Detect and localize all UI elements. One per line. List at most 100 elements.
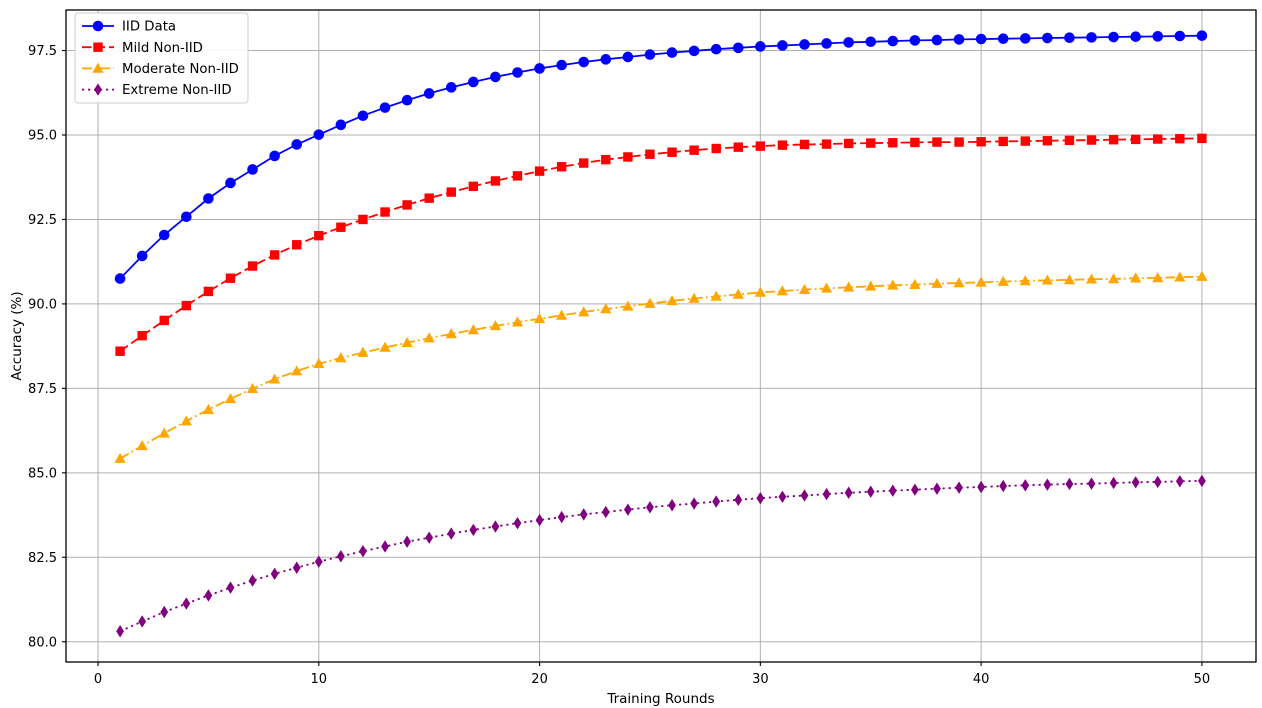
triangle-marker [666, 295, 678, 306]
square-marker [534, 166, 545, 176]
series-moderate-non-iid [114, 270, 1208, 463]
square-marker [446, 187, 456, 197]
diamond-marker [690, 497, 699, 510]
square-marker [269, 250, 280, 260]
y-tick-label: 87.5 [28, 382, 57, 397]
triangle-marker [202, 403, 215, 414]
circle-marker [887, 35, 899, 47]
x-tick-label: 20 [531, 672, 548, 687]
series-extreme-non-iid [116, 474, 1206, 638]
square-marker [1064, 135, 1075, 146]
diamond-marker [403, 535, 412, 548]
circle-marker [269, 150, 280, 162]
circle-marker [423, 88, 435, 99]
circle-marker [578, 56, 590, 68]
triangle-marker [754, 286, 766, 297]
square-marker [821, 139, 832, 149]
diamond-marker [336, 550, 345, 563]
square-marker [1042, 136, 1053, 146]
square-marker [954, 137, 964, 147]
square-marker [888, 138, 898, 148]
x-tick-label: 0 [94, 672, 102, 687]
diamond-marker [314, 555, 323, 568]
square-marker [755, 141, 766, 151]
circle-marker [1130, 31, 1141, 42]
diamond-marker [1198, 474, 1206, 488]
square-marker [247, 261, 258, 271]
triangle-marker [1130, 272, 1142, 283]
circle-marker [1086, 32, 1097, 43]
triangle-marker [379, 341, 391, 352]
triangle-marker [843, 281, 855, 292]
circle-marker [1019, 33, 1031, 44]
circle-marker [556, 59, 567, 71]
square-marker [137, 330, 147, 341]
diamond-marker [822, 487, 831, 501]
square-marker [468, 181, 479, 192]
diamond-marker [888, 484, 897, 497]
diamond-marker [646, 501, 654, 514]
circle-marker [821, 38, 832, 49]
square-marker [358, 214, 368, 225]
square-marker [314, 230, 324, 241]
square-marker [159, 315, 169, 326]
diamond-marker [734, 493, 743, 507]
square-marker [1175, 134, 1185, 144]
square-marker [1108, 135, 1119, 145]
series-line [119, 275, 1202, 460]
triangle-marker [246, 382, 259, 394]
diamond-marker [1175, 475, 1184, 488]
triangle-marker [269, 373, 281, 384]
diamond-marker [844, 486, 853, 499]
square-marker [1153, 134, 1163, 144]
series-line [119, 480, 1202, 633]
diamond-marker [1109, 476, 1118, 490]
circle-marker [534, 63, 545, 74]
triangle-marker [931, 277, 943, 288]
circle-marker [666, 47, 678, 58]
diamond-marker [204, 589, 213, 602]
circle-marker [843, 37, 854, 48]
grid-lines [66, 10, 1256, 662]
circle-marker [975, 33, 987, 45]
square-marker [843, 138, 854, 149]
legend-label: Moderate Non-IID [122, 62, 239, 77]
x-axis-label: Training Rounds [606, 691, 714, 707]
circle-marker [291, 139, 303, 150]
circle-marker [732, 42, 744, 54]
y-tick-label: 92.5 [28, 213, 57, 228]
triangle-marker [578, 306, 590, 317]
triangle-marker [1019, 275, 1031, 286]
triangle-marker [1196, 270, 1208, 281]
diamond-marker [292, 561, 301, 574]
x-tick-label: 50 [1194, 672, 1211, 687]
circle-marker [92, 20, 104, 32]
square-marker [1086, 135, 1097, 145]
triangle-marker [556, 309, 568, 320]
square-marker [976, 137, 986, 147]
square-marker [336, 222, 346, 232]
square-marker [579, 158, 589, 168]
triangle-marker [511, 316, 524, 327]
diamond-marker [933, 482, 941, 495]
diamond-marker [182, 597, 191, 610]
circle-marker [1108, 31, 1119, 43]
diamond-marker [999, 479, 1008, 493]
square-marker [225, 273, 236, 283]
circle-marker [1174, 30, 1186, 42]
triangle-marker [1085, 273, 1098, 284]
square-marker [998, 136, 1008, 147]
circle-marker [512, 67, 523, 78]
diamond-marker [1087, 477, 1096, 490]
square-marker [512, 171, 523, 181]
triangle-marker [180, 415, 192, 426]
y-axis-label: Accuracy (%) [9, 291, 25, 380]
diamond-marker [1153, 475, 1162, 489]
circle-marker [931, 34, 943, 46]
legend: IID Data Mild Non-IID Moderate Non-IID Extr… [74, 12, 249, 104]
square-marker [181, 300, 192, 311]
triangle-marker [401, 336, 413, 348]
diamond-marker [756, 491, 765, 505]
legend-box [74, 12, 249, 104]
diamond-marker [248, 574, 257, 587]
